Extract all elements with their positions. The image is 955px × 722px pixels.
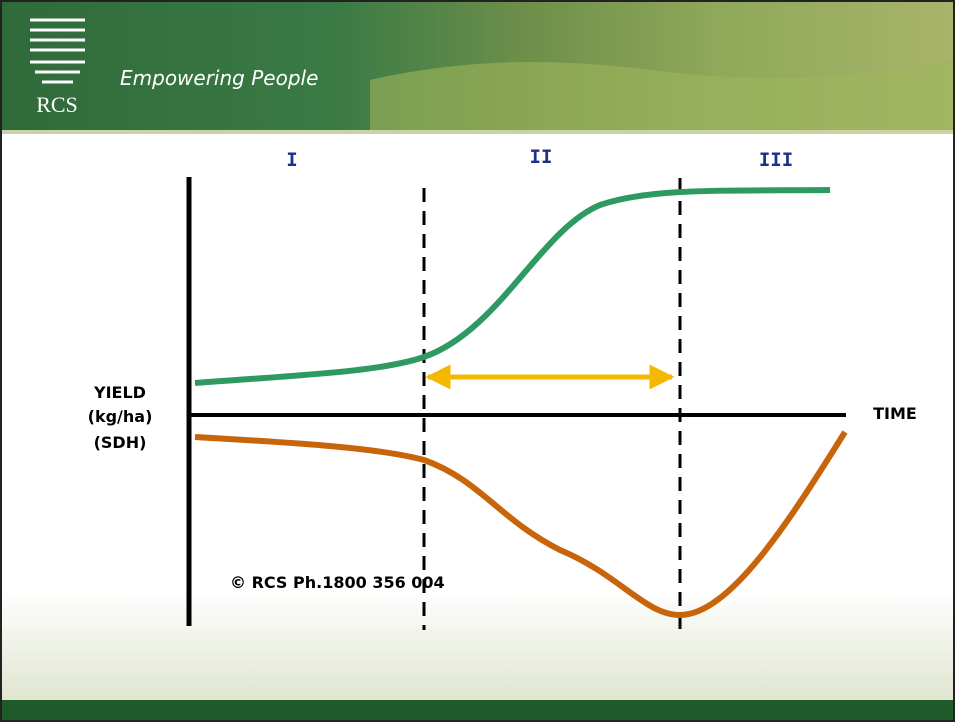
phase-label: II [530, 146, 553, 168]
tagline: Empowering People [120, 66, 318, 90]
logo-rays [30, 18, 85, 84]
yield-curve [194, 187, 831, 386]
copyright: © RCS Ph.1800 356 004 [230, 573, 445, 592]
footer-fade [0, 590, 955, 702]
x-axis-label: TIME [873, 404, 917, 423]
phase-label: I [286, 149, 297, 171]
y-axis-label: YIELD [93, 383, 146, 402]
decline-curve [194, 430, 848, 619]
logo-text: RCS [36, 92, 78, 117]
phase-label: III [759, 149, 793, 171]
y-axis-label: (kg/ha) [88, 407, 153, 426]
footer-band [0, 700, 955, 722]
header-landscape [370, 60, 955, 132]
header-rule [0, 130, 955, 134]
y-axis-label: (SDH) [94, 433, 147, 452]
